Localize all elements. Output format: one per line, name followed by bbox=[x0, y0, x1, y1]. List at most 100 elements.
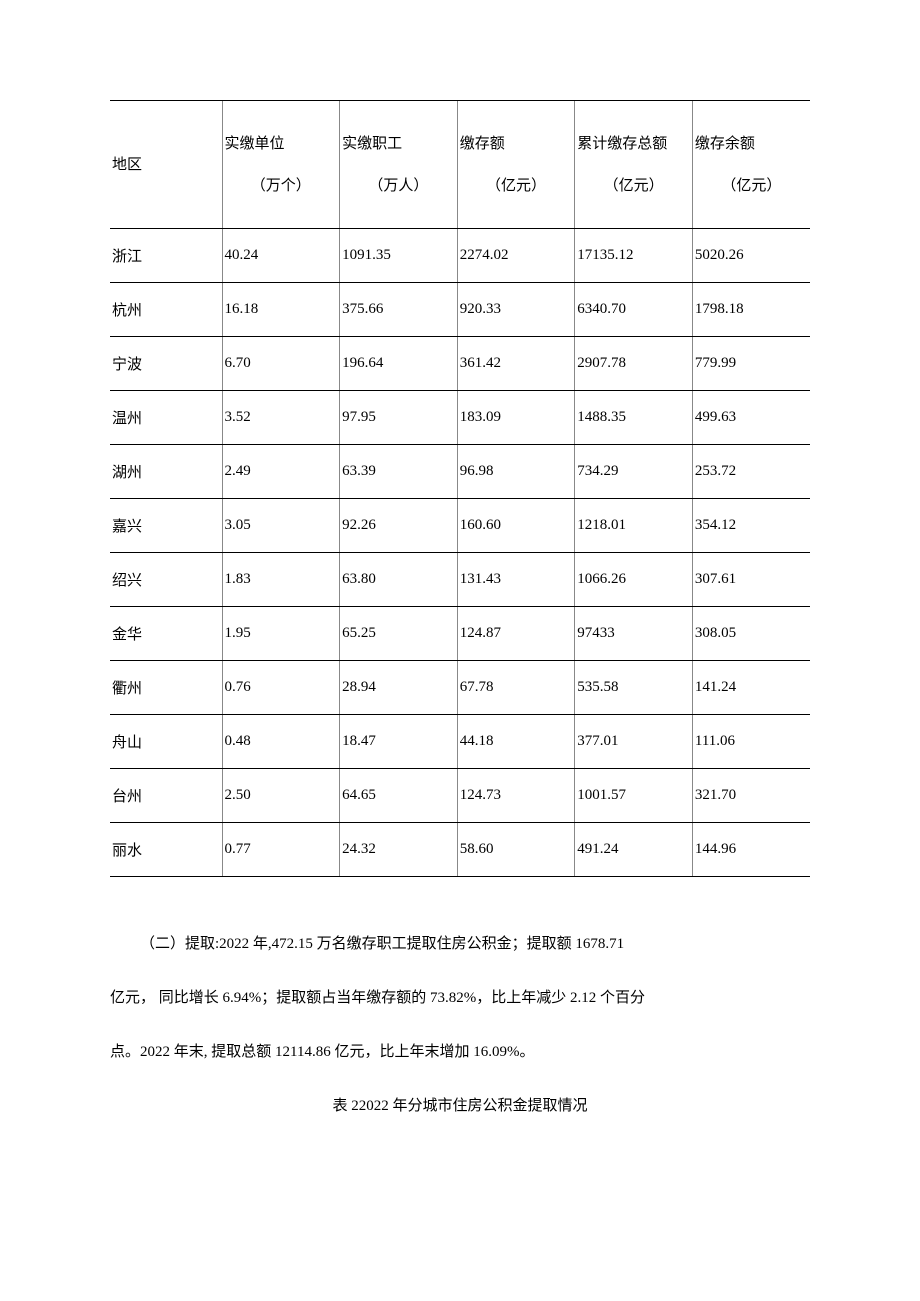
cell-value: 64.65 bbox=[340, 769, 458, 823]
cell-value: 1001.57 bbox=[575, 769, 693, 823]
cell-value: 40.24 bbox=[222, 229, 340, 283]
table-row: 衢州 0.76 28.94 67.78 535.58 141.24 bbox=[110, 661, 810, 715]
cell-region: 宁波 bbox=[110, 337, 222, 391]
table-row: 绍兴 1.83 63.80 131.43 1066.26 307.61 bbox=[110, 553, 810, 607]
cell-value: 124.87 bbox=[457, 607, 575, 661]
cell-value: 361.42 bbox=[457, 337, 575, 391]
cell-value: 0.77 bbox=[222, 823, 340, 877]
cell-value: 734.29 bbox=[575, 445, 693, 499]
table-row: 杭州 16.18 375.66 920.33 6340.70 1798.18 bbox=[110, 283, 810, 337]
cell-value: 1218.01 bbox=[575, 499, 693, 553]
cell-value: 58.60 bbox=[457, 823, 575, 877]
table-row: 舟山 0.48 18.47 44.18 377.01 111.06 bbox=[110, 715, 810, 769]
header-deposit: 缴存额 （亿元） bbox=[457, 101, 575, 229]
cell-value: 321.70 bbox=[692, 769, 810, 823]
cell-value: 65.25 bbox=[340, 607, 458, 661]
cell-value: 1.83 bbox=[222, 553, 340, 607]
cell-value: 535.58 bbox=[575, 661, 693, 715]
cell-value: 44.18 bbox=[457, 715, 575, 769]
cell-value: 92.26 bbox=[340, 499, 458, 553]
cell-value: 17135.12 bbox=[575, 229, 693, 283]
cell-value: 2274.02 bbox=[457, 229, 575, 283]
cell-region: 舟山 bbox=[110, 715, 222, 769]
cell-value: 97.95 bbox=[340, 391, 458, 445]
table-row: 金华 1.95 65.25 124.87 97433 308.05 bbox=[110, 607, 810, 661]
cell-value: 1.95 bbox=[222, 607, 340, 661]
cell-value: 375.66 bbox=[340, 283, 458, 337]
cell-value: 377.01 bbox=[575, 715, 693, 769]
cell-value: 111.06 bbox=[692, 715, 810, 769]
cell-value: 63.80 bbox=[340, 553, 458, 607]
cell-value: 1066.26 bbox=[575, 553, 693, 607]
cell-region: 杭州 bbox=[110, 283, 222, 337]
cell-value: 2.49 bbox=[222, 445, 340, 499]
cell-region: 丽水 bbox=[110, 823, 222, 877]
cell-value: 24.32 bbox=[340, 823, 458, 877]
cell-value: 308.05 bbox=[692, 607, 810, 661]
cell-value: 6.70 bbox=[222, 337, 340, 391]
cell-value: 144.96 bbox=[692, 823, 810, 877]
cell-region: 湖州 bbox=[110, 445, 222, 499]
cell-value: 779.99 bbox=[692, 337, 810, 391]
cell-region: 浙江 bbox=[110, 229, 222, 283]
cell-value: 196.64 bbox=[340, 337, 458, 391]
cell-value: 124.73 bbox=[457, 769, 575, 823]
table-row: 嘉兴 3.05 92.26 160.60 1218.01 354.12 bbox=[110, 499, 810, 553]
cell-value: 1091.35 bbox=[340, 229, 458, 283]
cell-value: 354.12 bbox=[692, 499, 810, 553]
cell-value: 16.18 bbox=[222, 283, 340, 337]
header-label: 缴存额 bbox=[460, 136, 505, 152]
cell-value: 141.24 bbox=[692, 661, 810, 715]
cell-value: 28.94 bbox=[340, 661, 458, 715]
table-row: 丽水 0.77 24.32 58.60 491.24 144.96 bbox=[110, 823, 810, 877]
cell-value: 183.09 bbox=[457, 391, 575, 445]
header-employees: 实缴职工 （万人） bbox=[340, 101, 458, 229]
header-units: 实缴单位 （万个） bbox=[222, 101, 340, 229]
cell-region: 温州 bbox=[110, 391, 222, 445]
cell-value: 491.24 bbox=[575, 823, 693, 877]
cell-value: 97433 bbox=[575, 607, 693, 661]
table-row: 浙江 40.24 1091.35 2274.02 17135.12 5020.2… bbox=[110, 229, 810, 283]
header-label: 实缴单位 bbox=[225, 136, 285, 152]
cell-value: 67.78 bbox=[457, 661, 575, 715]
table-row: 湖州 2.49 63.39 96.98 734.29 253.72 bbox=[110, 445, 810, 499]
cell-value: 307.61 bbox=[692, 553, 810, 607]
cell-value: 18.47 bbox=[340, 715, 458, 769]
cell-value: 131.43 bbox=[457, 553, 575, 607]
paragraph-line-1: （二）提取:2022 年,472.15 万名缴存职工提取住房公积金；提取额 16… bbox=[110, 917, 810, 971]
cell-region: 台州 bbox=[110, 769, 222, 823]
cell-value: 2.50 bbox=[222, 769, 340, 823]
header-region: 地区 bbox=[110, 101, 222, 229]
header-label: 地区 bbox=[112, 157, 142, 173]
cell-region: 衢州 bbox=[110, 661, 222, 715]
header-label: 缴存余额 bbox=[695, 136, 755, 152]
cell-value: 160.60 bbox=[457, 499, 575, 553]
header-sub: （亿元） bbox=[460, 165, 573, 207]
cell-value: 0.76 bbox=[222, 661, 340, 715]
table-row: 宁波 6.70 196.64 361.42 2907.78 779.99 bbox=[110, 337, 810, 391]
header-label: 实缴职工 bbox=[342, 136, 402, 152]
table-row: 台州 2.50 64.65 124.73 1001.57 321.70 bbox=[110, 769, 810, 823]
header-total-deposit: 累计缴存总额 （亿元） bbox=[575, 101, 693, 229]
table-header-row: 地区 实缴单位 （万个） 实缴职工 （万人） 缴存额 （亿元） 累计缴存总额 （… bbox=[110, 101, 810, 229]
cell-region: 金华 bbox=[110, 607, 222, 661]
cell-region: 绍兴 bbox=[110, 553, 222, 607]
paragraph-line-3: 点。2022 年末, 提取总额 12114.86 亿元，比上年末增加 16.09… bbox=[110, 1025, 810, 1079]
header-sub: （万个） bbox=[225, 165, 338, 207]
table-2-caption: 表 22022 年分城市住房公积金提取情况 bbox=[110, 1079, 810, 1133]
cell-value: 3.52 bbox=[222, 391, 340, 445]
header-balance: 缴存余额 （亿元） bbox=[692, 101, 810, 229]
cell-value: 253.72 bbox=[692, 445, 810, 499]
cell-value: 920.33 bbox=[457, 283, 575, 337]
table-row: 温州 3.52 97.95 183.09 1488.35 499.63 bbox=[110, 391, 810, 445]
cell-value: 96.98 bbox=[457, 445, 575, 499]
cell-value: 6340.70 bbox=[575, 283, 693, 337]
cell-value: 1488.35 bbox=[575, 391, 693, 445]
cell-value: 2907.78 bbox=[575, 337, 693, 391]
cell-value: 0.48 bbox=[222, 715, 340, 769]
table-body: 浙江 40.24 1091.35 2274.02 17135.12 5020.2… bbox=[110, 229, 810, 877]
header-sub: （亿元） bbox=[577, 165, 690, 207]
paragraph-line-2: 亿元， 同比增长 6.94%；提取额占当年缴存额的 73.82%，比上年减少 2… bbox=[110, 971, 810, 1025]
cell-value: 63.39 bbox=[340, 445, 458, 499]
cell-value: 1798.18 bbox=[692, 283, 810, 337]
